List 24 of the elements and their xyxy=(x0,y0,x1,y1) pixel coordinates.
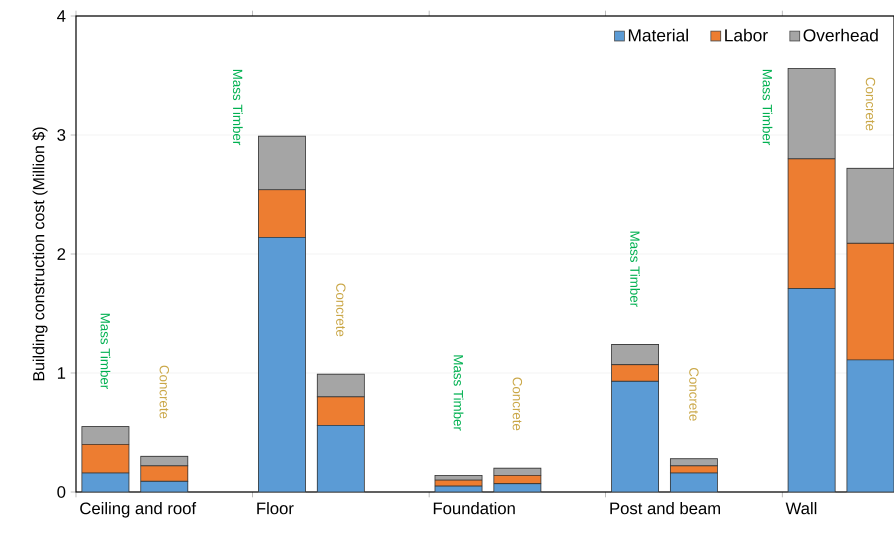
x-tick-label: Foundation xyxy=(434,502,515,514)
x-tick-label: Floor xyxy=(257,502,294,514)
legend-label: Overhead xyxy=(804,28,878,42)
annotation: Concrete xyxy=(689,368,699,421)
annotation: Mass Timber xyxy=(100,314,110,390)
annotation: Mass Timber xyxy=(762,70,772,146)
x-tick-label: Post and beam xyxy=(610,502,720,514)
annotation: Concrete xyxy=(336,283,346,336)
y-tick-label: 1 xyxy=(58,367,66,379)
y-tick-label: 0 xyxy=(57,486,66,498)
x-tick-label: Ceiling and roof xyxy=(80,502,196,518)
annotation: Mass Timber xyxy=(630,232,640,307)
annotation: Concrete xyxy=(160,366,169,418)
x-tick-label: Wall xyxy=(786,502,816,514)
annotation: Concrete xyxy=(512,377,522,430)
legend-label: Material xyxy=(628,28,688,42)
annotation: Mass Timber xyxy=(454,355,464,431)
annotation: Mass Timber xyxy=(232,70,243,146)
y-tick-label: 3 xyxy=(57,129,66,141)
annotation: Concrete xyxy=(866,78,876,130)
legend-label: Labor xyxy=(725,28,768,42)
y-tick-label: 2 xyxy=(58,248,66,260)
y-axis-title: Building construction cost (Million $) xyxy=(32,127,48,380)
y-tick-label: 4 xyxy=(57,10,66,22)
